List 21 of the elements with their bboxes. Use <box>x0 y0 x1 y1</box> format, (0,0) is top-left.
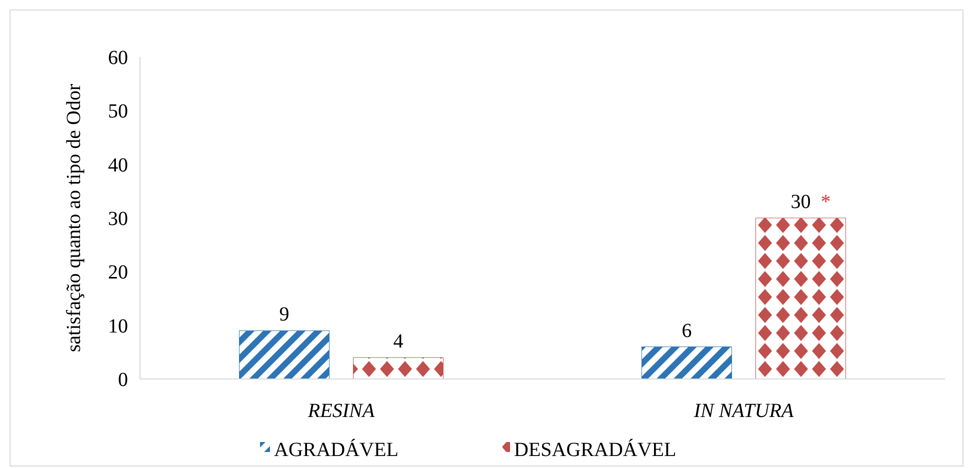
y-tick-label: 20 <box>108 262 128 284</box>
x-tick-label: RESINA <box>306 400 376 422</box>
data-label: 9 <box>279 304 290 326</box>
y-tick-label: 0 <box>118 369 128 391</box>
legend-label: AGRADÁVEL <box>274 438 398 461</box>
y-axis-title: satisfação quanto ao tipo de Odor <box>63 84 85 352</box>
y-tick-label: 60 <box>108 47 128 69</box>
bar <box>642 346 732 380</box>
y-tick-label: 40 <box>108 154 128 176</box>
data-label: 6 <box>682 320 692 342</box>
data-label: 4 <box>393 330 404 353</box>
y-tick-label: 50 <box>108 100 128 123</box>
bar <box>756 218 846 380</box>
x-tick-label: IN NATURA <box>692 400 794 422</box>
y-tick-label: 10 <box>108 315 128 338</box>
y-tick-label: 30 <box>108 208 128 230</box>
annotation: * <box>820 191 831 213</box>
legend-label: DESAGRADÁVEL <box>514 438 676 461</box>
data-label: 30 <box>790 191 811 213</box>
bar <box>239 330 330 380</box>
bar <box>353 357 444 380</box>
